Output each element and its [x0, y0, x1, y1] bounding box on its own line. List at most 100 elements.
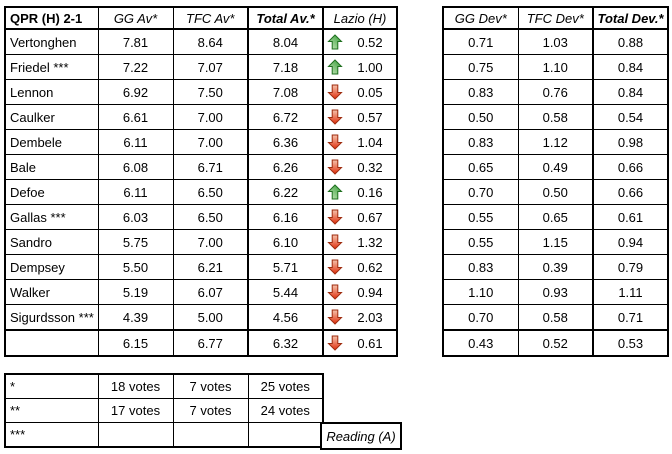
tfc-av-value: 6.71 [172, 154, 249, 180]
total-votes-value: 24 votes [247, 398, 324, 423]
player-name: Dembele [4, 129, 99, 155]
gg-dev-value: 0.70 [442, 179, 519, 205]
deviation-row: 0.65 0.49 0.66 [442, 154, 669, 180]
lazio-diff-value: 0.62 [357, 259, 383, 275]
total-dev-value: 0.66 [592, 179, 669, 205]
deviation-row: 0.71 1.03 0.88 [442, 28, 669, 55]
tfc-av-value: 6.50 [172, 179, 249, 205]
player-row: Gallas *** 6.03 6.50 6.16 0.67 [4, 204, 398, 230]
vote-row: * 18 votes 7 votes 25 votes [4, 373, 324, 399]
tfc-dev-value: 0.58 [517, 104, 594, 130]
tfc-dev-value: 0.52 [517, 329, 594, 357]
gg-dev-value: 0.65 [442, 154, 519, 180]
deviations-header-row: GG Dev* TFC Dev* Total Dev.* [442, 6, 669, 30]
lazio-diff-cell: 0.32 [322, 154, 398, 180]
lazio-diff-cell: 0.61 [322, 329, 398, 357]
tfc-av-value: 7.00 [172, 104, 249, 130]
lazio-diff-cell: 2.03 [322, 304, 398, 331]
lazio-diff-cell: 0.94 [322, 279, 398, 305]
deviation-row: 0.75 1.10 0.84 [442, 54, 669, 80]
down-arrow-icon [327, 335, 344, 351]
tfc-dev-value: 0.58 [517, 304, 594, 331]
lazio-diff-cell: 0.62 [322, 254, 398, 280]
tfc-av-value: 7.07 [172, 54, 249, 80]
lazio-diff-cell: 0.57 [322, 104, 398, 130]
col-header-gg-av: GG Av* [97, 6, 174, 30]
player-name: Sandro [4, 229, 99, 255]
down-arrow-icon [327, 109, 344, 125]
tfc-votes-value [172, 422, 249, 448]
gg-dev-value: 0.50 [442, 104, 519, 130]
player-row: Defoe 6.11 6.50 6.22 0.16 [4, 179, 398, 205]
gg-dev-value: 0.75 [442, 54, 519, 80]
player-name: Lennon [4, 79, 99, 105]
total-dev-value: 1.11 [592, 279, 669, 305]
total-av-value: 6.32 [247, 329, 324, 357]
total-dev-value: 0.54 [592, 104, 669, 130]
tfc-dev-value: 1.10 [517, 54, 594, 80]
total-av-value: 4.56 [247, 304, 324, 331]
tfc-dev-value: 1.03 [517, 28, 594, 55]
down-arrow-icon [327, 259, 344, 275]
ratings-header-row: QPR (H) 2-1 GG Av* TFC Av* Total Av.* La… [4, 6, 398, 30]
gg-av-value: 6.11 [97, 179, 174, 205]
gg-dev-value: 0.71 [442, 28, 519, 55]
gg-av-value: 5.19 [97, 279, 174, 305]
tfc-av-value: 7.00 [172, 129, 249, 155]
tfc-dev-value: 0.39 [517, 254, 594, 280]
vote-row-label: ** [4, 398, 99, 423]
col-header-total-dev: Total Dev.* [592, 6, 669, 30]
col-header-tfc-dev: TFC Dev* [517, 6, 594, 30]
lazio-diff-value: 0.57 [357, 109, 383, 125]
gg-av-value: 6.92 [97, 79, 174, 105]
up-arrow-icon [327, 184, 344, 200]
player-row: Sigurdsson *** 4.39 5.00 4.56 2.03 [4, 304, 398, 331]
tfc-votes-value: 7 votes [172, 373, 249, 399]
player-name: Sigurdsson *** [4, 304, 99, 331]
total-av-value: 7.18 [247, 54, 324, 80]
gg-av-value: 6.11 [97, 129, 174, 155]
lazio-diff-value: 2.03 [357, 309, 383, 325]
deviation-row: 0.70 0.58 0.71 [442, 304, 669, 331]
gg-av-value: 7.22 [97, 54, 174, 80]
total-av-value: 6.16 [247, 204, 324, 230]
lazio-diff-value: 0.61 [357, 335, 383, 351]
gg-av-value: 6.15 [97, 329, 174, 357]
total-av-value: 6.22 [247, 179, 324, 205]
lazio-diff-cell: 0.16 [322, 179, 398, 205]
down-arrow-icon [327, 234, 344, 250]
deviations-table: GG Dev* TFC Dev* Total Dev.* 0.71 1.03 0… [442, 6, 669, 357]
up-arrow-icon [327, 59, 344, 75]
total-av-value: 6.10 [247, 229, 324, 255]
down-arrow-icon [327, 159, 344, 175]
lazio-diff-value: 0.52 [357, 34, 383, 50]
deviation-row: 0.50 0.58 0.54 [442, 104, 669, 130]
vote-row-label: *** [4, 422, 99, 448]
deviation-row: 0.55 0.65 0.61 [442, 204, 669, 230]
ratings-table: QPR (H) 2-1 GG Av* TFC Av* Total Av.* La… [4, 6, 398, 357]
player-name: Vertonghen [4, 28, 99, 55]
deviation-row: 1.10 0.93 1.11 [442, 279, 669, 305]
tfc-av-value: 7.50 [172, 79, 249, 105]
total-dev-value: 0.84 [592, 54, 669, 80]
player-row: 6.15 6.77 6.32 0.61 [4, 329, 398, 357]
total-dev-value: 0.84 [592, 79, 669, 105]
total-dev-value: 0.88 [592, 28, 669, 55]
gg-dev-value: 0.43 [442, 329, 519, 357]
lazio-diff-cell: 1.32 [322, 229, 398, 255]
gg-dev-value: 0.83 [442, 129, 519, 155]
total-dev-value: 0.66 [592, 154, 669, 180]
total-av-value: 6.72 [247, 104, 324, 130]
lazio-diff-cell: 0.52 [322, 28, 398, 55]
total-dev-value: 0.98 [592, 129, 669, 155]
gg-dev-value: 0.55 [442, 229, 519, 255]
gg-dev-value: 0.55 [442, 204, 519, 230]
gg-votes-value: 18 votes [97, 373, 174, 399]
tfc-av-value: 6.50 [172, 204, 249, 230]
lazio-diff-cell: 1.04 [322, 129, 398, 155]
lazio-diff-value: 0.16 [357, 184, 383, 200]
total-av-value: 5.71 [247, 254, 324, 280]
total-av-value: 7.08 [247, 79, 324, 105]
col-header-tfc-av: TFC Av* [172, 6, 249, 30]
next-match-cell: Reading (A) [320, 422, 402, 450]
